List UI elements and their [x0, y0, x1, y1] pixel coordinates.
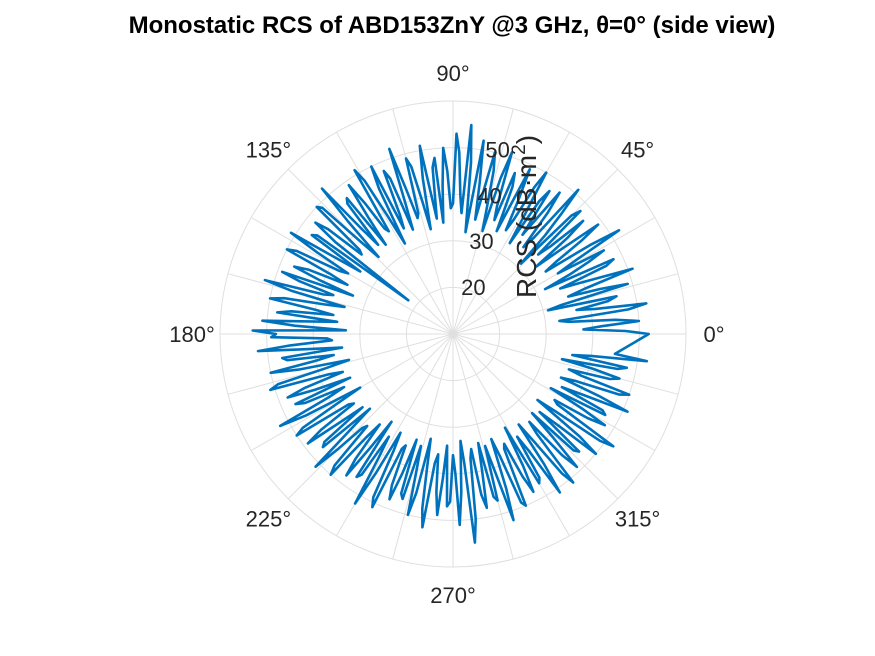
- radial-axis-label-main: RCS (dB·m: [511, 155, 542, 298]
- radial-tick-label: 50: [485, 137, 509, 162]
- chart-title: Monostatic RCS of ABD153ZnY @3 GHz, θ=0°…: [129, 12, 776, 39]
- angle-tick-label: 90°: [436, 61, 469, 86]
- grid-spoke: [250, 217, 454, 335]
- radial-tick-label: 40: [477, 183, 501, 208]
- radial-tick-label: 20: [461, 275, 485, 300]
- grid-spoke: [227, 273, 454, 335]
- grid-spoke: [287, 333, 454, 500]
- grid-spoke: [452, 333, 679, 395]
- grid-spoke: [452, 333, 570, 537]
- series-layer: [251, 123, 651, 544]
- radial-axis-label: RCS (dB·m2): [509, 135, 542, 298]
- grid-spoke: [452, 131, 570, 335]
- angle-tick-label: 270°: [430, 583, 476, 608]
- radial-axis-label-close: ): [511, 135, 542, 144]
- angle-tick-label: 180°: [169, 322, 215, 347]
- grid-spoke: [452, 333, 656, 451]
- grid-spoke: [392, 108, 454, 335]
- rcs-series-line: [251, 123, 651, 544]
- angle-tick-label: 45°: [621, 137, 654, 162]
- angle-tick-labels: 0° 45° 90° 135° 180° 225° 270° 315°: [169, 61, 724, 608]
- grid-spoke: [452, 333, 514, 560]
- angle-tick-label: 315°: [615, 507, 661, 532]
- angle-tick-label: 0°: [703, 322, 724, 347]
- radial-axis-label-superscript: 2: [509, 144, 530, 155]
- grid-spoke: [336, 131, 454, 335]
- radial-tick-labels: 20 30 40 50: [461, 137, 510, 300]
- radial-tick-label: 30: [469, 229, 493, 254]
- grid-spoke: [392, 333, 454, 560]
- polar-grid: [219, 100, 687, 568]
- angle-tick-label: 135°: [246, 137, 292, 162]
- angle-tick-label: 225°: [246, 507, 292, 532]
- grid-spoke: [452, 217, 656, 335]
